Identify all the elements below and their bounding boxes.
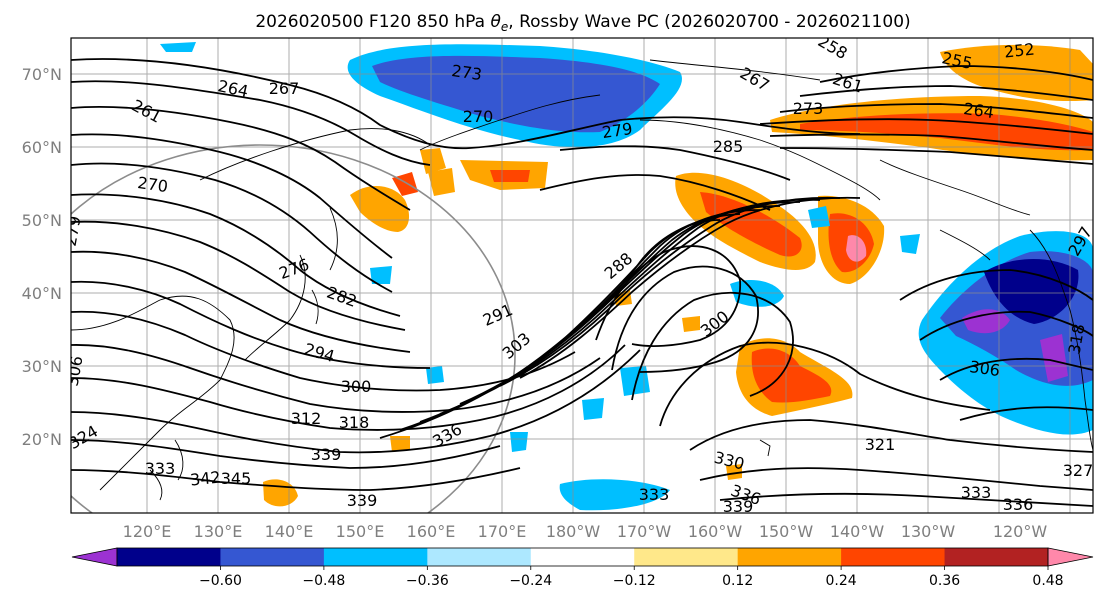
figure-title: 2026020500 F120 850 hPa θe, Rossby Wave … [255,12,910,34]
colorbar-tick-label: 0.36 [929,573,960,589]
contour-label: 279 [601,119,634,142]
colorbar-extend-low [71,547,118,567]
lon-label-160w: 160°W [688,522,743,541]
contour-label: 339 [347,491,378,510]
contour-label: 336 [1003,495,1034,514]
colorbar-segment [117,548,221,566]
map-panel: 264 267 261 270 273 270 279 285 267 261 … [63,38,1094,516]
colorbar-tick-label: −0.24 [509,573,552,589]
lon-label-170e: 170°E [478,522,527,541]
lon-label-120w: 120°W [993,522,1048,541]
coastlines [71,59,1093,501]
colorbar-tick-label: −0.12 [613,573,656,589]
contour-label: 306 [968,357,1001,380]
contour-label: 273 [793,99,824,118]
contour-label: 270 [463,107,494,126]
colorbar-extend-high [1047,547,1094,567]
lon-label-130e: 130°E [194,522,243,541]
great-circle [71,144,516,513]
contour-label: 306 [63,354,87,387]
theta-e-contours [71,58,1093,507]
lat-label-60n: 60°N [22,138,62,157]
lon-label-180w: 180°W [546,522,601,541]
lon-label-140w: 140°W [830,522,885,541]
contour-label: 345 [221,469,252,488]
colorbar-segment [634,548,739,566]
colorbar-tick-label: 0.48 [1032,573,1063,589]
contour-label: 342 [189,467,221,489]
contour-label: 285 [713,137,744,156]
longitude-labels: 120°E 130°E 140°E 150°E 160°E 170°E 180°… [123,522,1048,541]
lon-label-150e: 150°E [336,522,385,541]
latitude-labels: 70°N 60°N 50°N 40°N 30°N 20°N [22,65,62,449]
contour-label: 312 [291,409,322,428]
contour-label: 267 [269,79,300,98]
lon-label-150w: 150°W [759,522,814,541]
lat-label-20n: 20°N [22,430,62,449]
colorbar-segment [944,548,1049,566]
colorbar-tick-label: −0.48 [302,573,345,589]
contour-label: 333 [961,483,992,502]
colorbar-tick-label: 0.24 [826,573,857,589]
lon-label-120e: 120°E [123,522,172,541]
colorbar-tick-label: −0.60 [199,573,242,589]
contour-label: 333 [639,485,670,504]
lat-label-40n: 40°N [22,284,62,303]
colorbar-segment [427,548,532,566]
lon-label-160e: 160°E [407,522,456,541]
contour-label: 273 [450,61,483,84]
shade-negative-north-core [372,55,660,133]
contour-label: 333 [145,459,176,478]
contour-label: 264 [962,99,995,122]
lat-label-30n: 30°N [22,357,62,376]
colorbar-segment [530,548,635,566]
contour-label: 300 [341,377,372,396]
shading-layer [160,42,1093,511]
colorbar: −0.60 −0.48 −0.36 −0.24 −0.12 0.12 0.24 0.36 0.4… [71,547,1094,589]
contour-label: 339 [311,445,342,464]
colorbar-segment [220,548,325,566]
colorbar-segment [841,548,946,566]
lon-label-130w: 130°W [901,522,956,541]
colorbar-segment [737,548,842,566]
map-frame [70,37,1094,514]
contour-label: 321 [865,435,896,454]
contour-label: 318 [339,413,370,432]
contour-label: 270 [136,173,169,196]
colorbar-tick-label: −0.36 [406,573,449,589]
lon-label-140e: 140°E [265,522,314,541]
contour-label: 327 [1063,461,1094,480]
lat-label-50n: 50°N [22,211,62,230]
lat-label-70n: 70°N [22,65,62,84]
colorbar-segment [323,548,428,566]
contour-label: 339 [723,497,754,516]
contour-label: 252 [1003,39,1035,61]
lon-label-170w: 170°W [617,522,672,541]
colorbar-tick-label: 0.12 [722,573,753,589]
